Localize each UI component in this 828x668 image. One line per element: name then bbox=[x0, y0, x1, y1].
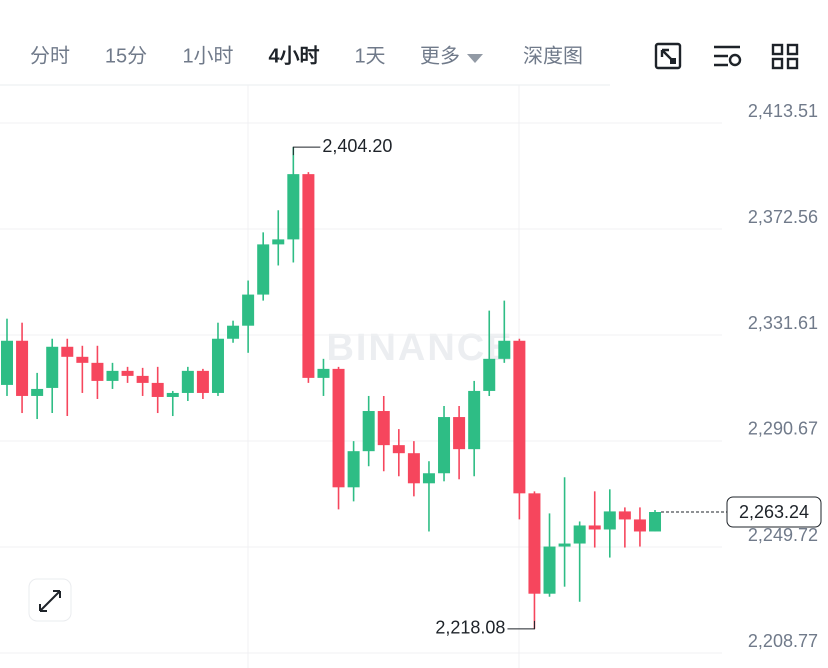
icon-fullscreen[interactable] bbox=[654, 42, 682, 70]
candle-body bbox=[633, 519, 646, 532]
tab[interactable]: 1小时 bbox=[182, 44, 233, 67]
candle-body bbox=[618, 511, 631, 520]
y-tick-label: 2,331.61 bbox=[748, 313, 818, 333]
candle-body bbox=[121, 370, 134, 376]
candle-body bbox=[302, 174, 315, 378]
candle-body bbox=[257, 244, 270, 295]
candle-body bbox=[483, 358, 496, 391]
candle-body bbox=[211, 338, 224, 393]
candle-body bbox=[438, 417, 451, 474]
icon-indicators[interactable] bbox=[714, 45, 742, 67]
candle-body bbox=[558, 543, 571, 547]
candle-body bbox=[136, 375, 149, 383]
candle-body bbox=[272, 239, 285, 245]
candle-body bbox=[91, 362, 104, 381]
candle-body bbox=[1, 340, 13, 385]
tab[interactable]: 4小时 bbox=[268, 44, 319, 67]
candle-body bbox=[603, 511, 616, 530]
candle-body bbox=[543, 546, 556, 594]
expand-button[interactable] bbox=[28, 578, 72, 622]
candle-body bbox=[407, 453, 420, 484]
candle-body bbox=[317, 368, 330, 378]
candle-body bbox=[422, 473, 435, 484]
candle-body bbox=[392, 445, 405, 454]
tab[interactable]: 15分 bbox=[105, 44, 147, 67]
high-label: 2,404.20 bbox=[322, 136, 392, 156]
y-tick-label: 2,290.67 bbox=[748, 419, 818, 439]
tab[interactable]: 更多 bbox=[420, 44, 460, 67]
candle-body bbox=[453, 417, 466, 450]
candle-body bbox=[76, 356, 89, 363]
candle-body bbox=[151, 382, 164, 397]
watermark: BINANCE bbox=[326, 327, 513, 369]
high-marker bbox=[292, 146, 321, 156]
last-price-label: 2,263.24 bbox=[739, 502, 809, 522]
candle-body bbox=[573, 525, 586, 544]
candle-body bbox=[649, 512, 662, 532]
candle-body bbox=[166, 392, 179, 397]
candle-body bbox=[16, 340, 29, 396]
candle-body bbox=[181, 370, 194, 393]
expand-icon[interactable] bbox=[39, 590, 61, 612]
candle-body bbox=[31, 388, 44, 396]
candle-body bbox=[287, 174, 300, 240]
low-marker bbox=[507, 620, 535, 630]
low-label: 2,218.08 bbox=[435, 618, 505, 638]
toolbar-icons bbox=[654, 42, 799, 70]
y-tick-label: 2,249.72 bbox=[748, 525, 818, 545]
candle-body bbox=[468, 390, 481, 450]
candle-body bbox=[498, 340, 511, 359]
last-price-box bbox=[726, 496, 822, 528]
y-tick-label: 2,413.51 bbox=[748, 101, 818, 121]
candle-body bbox=[513, 340, 526, 494]
candle-body bbox=[377, 411, 390, 446]
candle-body bbox=[46, 346, 59, 388]
candle-body bbox=[332, 368, 345, 488]
candle-body bbox=[106, 370, 119, 381]
candle-body bbox=[196, 370, 209, 393]
candle-body bbox=[362, 411, 375, 452]
candle-body bbox=[347, 451, 360, 488]
candle-body bbox=[588, 525, 601, 530]
candle-body bbox=[242, 294, 255, 326]
candle-body bbox=[227, 325, 240, 339]
icon-layout[interactable] bbox=[771, 43, 799, 70]
tab-bar: 分时 15分 1小时 4小时 1天 更多 深度图 bbox=[30, 44, 583, 67]
y-tick-label: 2,208.77 bbox=[748, 631, 818, 651]
y-tick-label: 2,372.56 bbox=[748, 207, 818, 227]
dropdown-arrow[interactable] bbox=[467, 54, 483, 63]
tab[interactable]: 1天 bbox=[354, 45, 385, 67]
candle-body bbox=[528, 493, 541, 594]
candle-body bbox=[61, 346, 74, 357]
tab[interactable]: 分时 bbox=[30, 44, 70, 67]
tab[interactable]: 深度图 bbox=[523, 44, 583, 67]
